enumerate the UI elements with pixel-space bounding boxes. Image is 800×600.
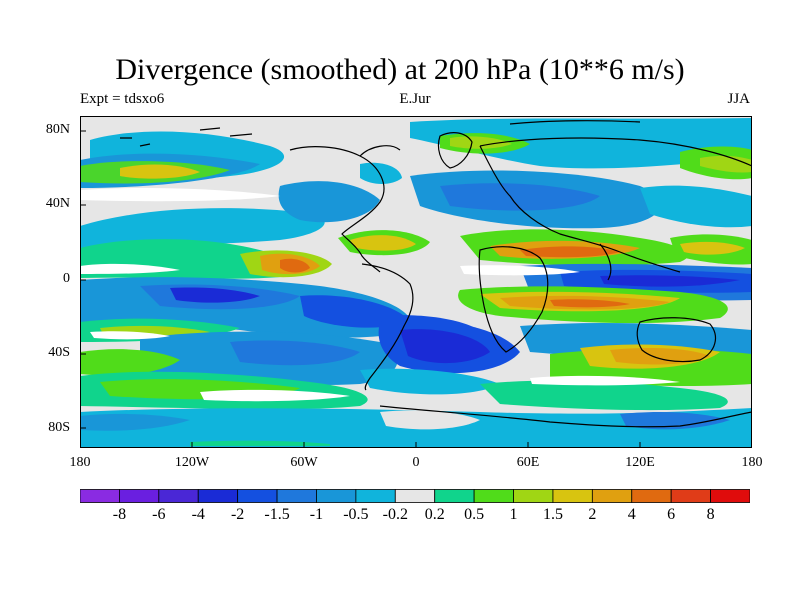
colorbar-tick-label: -1.5 xyxy=(264,506,290,523)
lat-label-80n: 80N xyxy=(45,122,70,137)
author-label: E.Jur xyxy=(399,91,431,107)
lon-label-60e: 60E xyxy=(516,455,540,470)
colorbar-tick-label: -2 xyxy=(230,506,245,523)
colorbar-swatch xyxy=(355,489,396,503)
colorbar-tick-label: 2 xyxy=(588,506,597,523)
experiment-label: Expt = tdsxo6 xyxy=(80,91,165,107)
lon-label-60w: 60W xyxy=(290,455,318,470)
coastlines xyxy=(120,120,752,428)
colorbar-swatch xyxy=(158,489,199,503)
lat-label-80s: 80S xyxy=(48,420,70,435)
lon-label-180e: 180 xyxy=(741,455,763,470)
colorbar-swatch xyxy=(434,489,475,503)
colorbar-swatch xyxy=(80,489,120,503)
colorbar-tick-label: -6 xyxy=(152,506,166,523)
arctic-field xyxy=(80,118,752,188)
lon-label-0: 0 xyxy=(412,455,420,470)
colorbar-tick-label: 0.5 xyxy=(464,506,485,523)
colorbar-tick-label: -8 xyxy=(112,506,127,523)
colorbar-tick-label: 1 xyxy=(509,506,518,523)
antarctic-field xyxy=(80,408,752,448)
colorbar-tick-label: 6 xyxy=(667,506,676,523)
colorbar-swatch xyxy=(119,489,160,503)
lon-label-120e: 120E xyxy=(625,455,655,470)
season-label: JJA xyxy=(727,91,750,107)
divergence-map xyxy=(80,116,752,448)
colorbar-tick-label: -4 xyxy=(191,506,205,523)
colorbar-tick-label: 8 xyxy=(706,506,715,523)
contour-gaps xyxy=(80,188,680,402)
lon-label-120w: 120W xyxy=(174,455,210,470)
colorbar-swatch xyxy=(552,489,593,503)
colorbar-swatch xyxy=(473,489,514,503)
colorbar-tick-label: 4 xyxy=(627,506,636,523)
colorbar-swatch xyxy=(316,489,357,503)
map-title: Divergence (smoothed) at 200 hPa (10**6 … xyxy=(115,53,685,86)
colorbar-swatch xyxy=(670,489,711,503)
colorbar-tick-label: 0.2 xyxy=(424,506,445,523)
colorbar-swatch xyxy=(710,489,750,503)
colorbar-tick-label: -0.2 xyxy=(382,506,408,523)
colorbar-tick-label: -0.5 xyxy=(343,506,369,523)
south-midlat-field xyxy=(80,320,752,411)
lat-label-40n: 40N xyxy=(45,196,70,211)
lat-label-40s: 40S xyxy=(48,345,70,360)
colorbar-swatch xyxy=(394,489,436,503)
colorbar-swatch xyxy=(237,489,278,503)
lat-label-0: 0 xyxy=(63,271,70,286)
colorbar-swatch xyxy=(591,489,633,503)
lon-label-180w: 180 xyxy=(69,455,91,470)
colorbar-swatch xyxy=(276,489,317,503)
colorbar-swatch xyxy=(513,489,554,503)
colorbar-swatch xyxy=(631,489,672,503)
colorbar xyxy=(80,489,750,503)
tick-marks xyxy=(80,130,641,448)
colorbar-tick-label: 1.5 xyxy=(542,506,563,523)
colorbar-tick-label: -1 xyxy=(309,506,324,523)
colorbar-swatch xyxy=(197,489,239,503)
north-midlat-field xyxy=(80,162,752,248)
